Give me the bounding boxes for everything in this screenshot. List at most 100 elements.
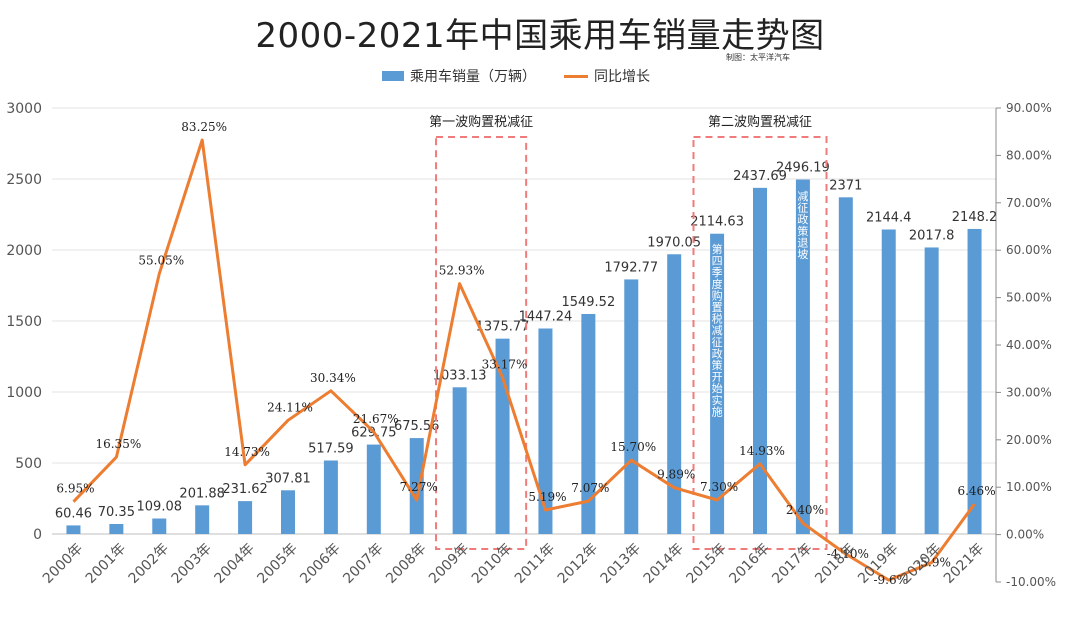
vertical-note-char: 策 — [712, 358, 723, 372]
growth-value-label: 5.19% — [528, 490, 566, 504]
legend-item-growth: 同比增长 — [564, 66, 650, 86]
bar — [366, 444, 381, 534]
growth-value-label: 24.11% — [267, 400, 313, 414]
bar — [838, 197, 853, 534]
growth-value-label: 7.30% — [700, 480, 738, 494]
x-tick-label: 2012年 — [555, 541, 601, 587]
y-right-tick-label: 90.00% — [1006, 101, 1052, 115]
x-tick-label: 2006年 — [297, 541, 343, 587]
vertical-note-char: 征 — [712, 336, 723, 349]
bar-value-label: 1033.13 — [433, 368, 487, 383]
growth-value-label: 55.05% — [138, 254, 184, 268]
growth-value-label: 14.73% — [224, 445, 270, 459]
x-tick-label: 2007年 — [340, 541, 386, 587]
growth-value-label: 6.95% — [56, 482, 94, 496]
wave2-label: 第二波购置税减征 — [708, 114, 812, 130]
bar — [881, 229, 896, 535]
x-tick-label: 2014年 — [641, 541, 687, 587]
growth-value-label: 15.70% — [610, 440, 656, 454]
y-left-tick-label: 1000 — [6, 385, 42, 401]
vertical-note-char: 税 — [712, 312, 723, 326]
x-tick-label: 2009年 — [426, 541, 472, 587]
bar — [795, 179, 810, 534]
bar-value-label: 675.56 — [394, 419, 440, 434]
vertical-note-char: 季 — [712, 266, 723, 279]
bar — [195, 505, 210, 534]
x-tick-label: 2008年 — [383, 541, 429, 587]
bar — [967, 228, 982, 534]
bar-value-label: 1375.77 — [476, 320, 530, 335]
bar-value-label: 201.88 — [179, 486, 225, 501]
y-left-tick-label: 1500 — [6, 314, 42, 330]
y-right-tick-label: 30.00% — [1006, 385, 1052, 399]
vertical-note-char: 实 — [712, 393, 723, 407]
vertical-note-char: 政 — [712, 346, 723, 360]
growth-value-label: 21.67% — [353, 412, 399, 426]
y-right-tick-label: 0.00% — [1006, 528, 1044, 542]
vertical-note-char: 坡 — [797, 248, 808, 261]
bar — [238, 501, 253, 534]
y-left-tick-label: 500 — [15, 456, 42, 472]
x-tick-label: 2004年 — [212, 541, 258, 587]
vertical-note-char: 四 — [712, 255, 723, 268]
bar — [924, 247, 939, 534]
legend-swatch-bar — [382, 71, 404, 81]
vertical-note-char: 征 — [797, 202, 808, 215]
x-tick-label: 2001年 — [83, 541, 129, 587]
vertical-note-char: 始 — [712, 381, 723, 395]
bar-value-label: 109.08 — [137, 500, 183, 515]
bar-value-label: 231.62 — [222, 482, 268, 497]
y-right-tick-label: 20.00% — [1006, 433, 1052, 447]
growth-value-label: 16.35% — [95, 437, 141, 451]
vertical-note-char: 度 — [712, 277, 723, 291]
y-left-tick-label: 0 — [33, 527, 42, 543]
vertical-note-char: 减 — [712, 324, 723, 337]
growth-value-label: 6.46% — [957, 484, 995, 498]
y-left-tick-label: 2500 — [6, 172, 42, 188]
wave2-box — [692, 136, 828, 550]
bar — [152, 518, 167, 534]
wave1-label: 第一波购置税减征 — [429, 114, 533, 130]
x-tick-label: 2016年 — [726, 541, 772, 587]
vertical-note-char: 策 — [797, 224, 808, 238]
growth-line — [72, 138, 976, 582]
growth-value-label: 83.25% — [181, 120, 227, 134]
bar-value-label: 1447.24 — [519, 309, 573, 324]
bar-value-label: 60.46 — [55, 506, 92, 521]
bar-value-label: 2437.69 — [733, 169, 787, 184]
growth-value-label: 2.40% — [786, 503, 824, 517]
bar-value-label: 307.81 — [265, 471, 311, 486]
wave1-box — [435, 136, 528, 550]
vertical-note-char: 减 — [797, 190, 808, 203]
x-tick-label: 2015年 — [684, 541, 730, 587]
chart-source: 制图：太平洋汽车 — [726, 53, 790, 62]
growth-value-label: 52.93% — [439, 264, 485, 278]
vertical-note-char: 开 — [712, 371, 723, 384]
x-tick-label: 2013年 — [598, 541, 644, 587]
bar-value-label: 2148.2 — [952, 210, 998, 225]
growth-value-label: 14.93% — [739, 444, 785, 458]
chart-title: 2000-2021年中国乘用车销量走势图 — [255, 16, 825, 56]
bar-value-label: 70.35 — [98, 505, 135, 520]
bar — [66, 525, 81, 534]
bar-value-label: 2114.63 — [690, 215, 744, 230]
bar-value-label: 2144.4 — [866, 210, 912, 225]
bar-value-label: 2017.8 — [909, 228, 955, 243]
bar — [667, 254, 682, 534]
bar — [581, 313, 596, 534]
bar — [323, 460, 338, 534]
y-right-tick-label: -10.00% — [1006, 575, 1056, 589]
y-right-tick-label: 50.00% — [1006, 291, 1052, 305]
legend: 乘用车销量（万辆） 同比增长 — [382, 66, 678, 86]
legend-swatch-line — [564, 74, 588, 78]
bar-value-label: 517.59 — [308, 442, 354, 457]
x-tick-label: 2002年 — [126, 541, 172, 587]
growth-value-label: -9.6% — [873, 573, 908, 587]
y-left-tick-label: 2000 — [6, 243, 42, 259]
bar-value-label: 2496.19 — [776, 161, 830, 176]
growth-value-label: 7.07% — [571, 481, 609, 495]
vertical-note-char: 施 — [712, 405, 723, 418]
vertical-note-char: 政 — [797, 212, 808, 226]
